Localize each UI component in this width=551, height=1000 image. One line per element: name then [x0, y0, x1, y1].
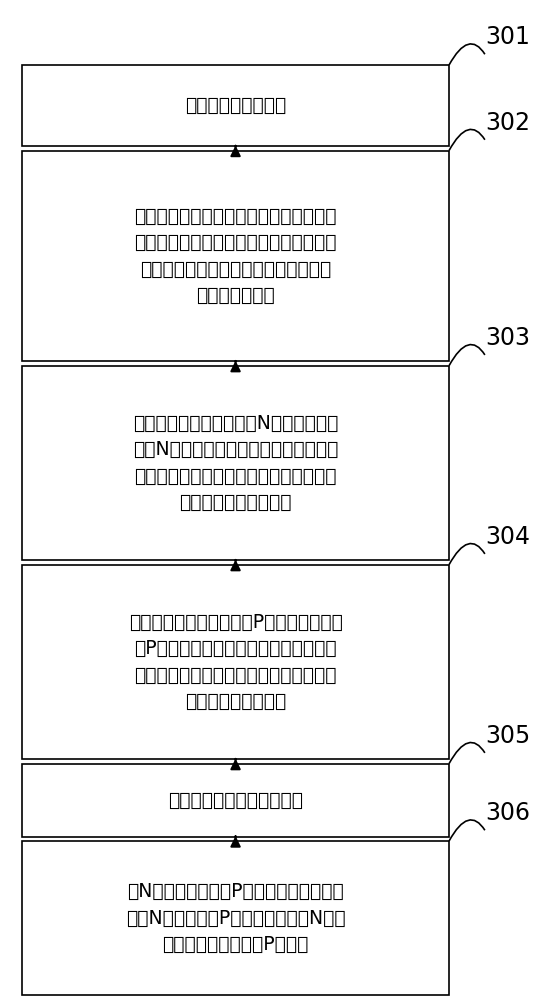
Bar — [22, 841, 449, 995]
Bar — [22, 65, 449, 146]
Text: 304: 304 — [485, 525, 530, 549]
Text: 在未掺杂氮化镓层上形成P型半导体层，并
在P型半导体层的形成过程中，生长氮化
镓层，并采用化学溶液腐蚀氮化镓层的表
面，形成第二高阻层: 在未掺杂氮化镓层上形成P型半导体层，并 在P型半导体层的形成过程中，生长氮化 镓… — [128, 613, 343, 711]
Text: 在凹槽的内壁上形成有源层: 在凹槽的内壁上形成有源层 — [168, 791, 303, 810]
Text: 在N型半导体层背向P型半导体层的表面上
设置N型电极，在P型半导体层背向N型半
导体层的表面上设置P型电极: 在N型半导体层背向P型半导体层的表面上 设置N型电极，在P型半导体层背向N型半 … — [126, 882, 345, 954]
Text: 在缓冲层上生长未掺杂氮化镓层，并在未
掺杂氮化镓层的形成过程中，生长氮化镓
层，并采用化学溶液腐蚀氮化镓层的表
面，形成改善层: 在缓冲层上生长未掺杂氮化镓层，并在未 掺杂氮化镓层的形成过程中，生长氮化镓 层，… — [134, 207, 337, 305]
Bar — [22, 764, 449, 837]
Text: 301: 301 — [485, 25, 530, 49]
Text: 306: 306 — [485, 801, 530, 825]
Text: 在未掺杂氮化镓层上形成N型半导体层，
并在N型半导体层的形成过程中，生长氮
化镓层，并采用化学溶液腐蚀氮化镓层的
表面，形成第一高阻层: 在未掺杂氮化镓层上形成N型半导体层， 并在N型半导体层的形成过程中，生长氮 化镓… — [133, 414, 338, 512]
Bar — [22, 366, 449, 560]
Bar — [22, 565, 449, 759]
Bar — [22, 151, 449, 361]
Text: 303: 303 — [485, 326, 530, 350]
Text: 在衬底上形成缓冲层: 在衬底上形成缓冲层 — [185, 96, 286, 115]
Text: 302: 302 — [485, 111, 530, 135]
Text: 305: 305 — [485, 724, 530, 748]
